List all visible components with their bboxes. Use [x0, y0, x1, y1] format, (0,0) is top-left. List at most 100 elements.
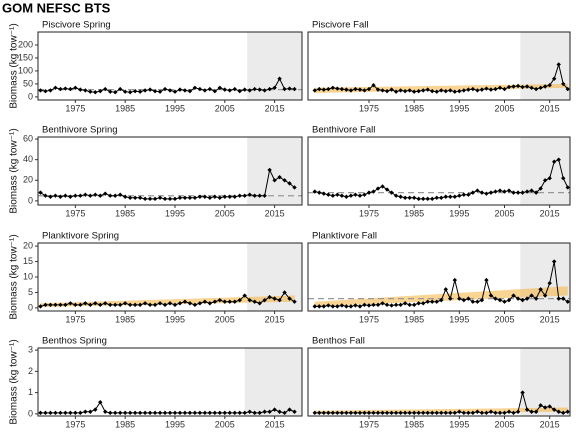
x-tick-label: 1995 [165, 314, 185, 324]
point [371, 302, 376, 308]
series-line [40, 401, 295, 414]
panel-title: Benthos Spring [42, 336, 107, 347]
point [466, 192, 471, 197]
point [362, 88, 367, 93]
point [533, 409, 539, 414]
point [434, 89, 439, 94]
highlight-region [244, 348, 302, 416]
point [98, 193, 103, 198]
x-tick-label: 2005 [494, 208, 514, 218]
point [272, 296, 277, 301]
point [172, 89, 178, 94]
point [411, 195, 417, 200]
point [232, 86, 237, 92]
point [282, 410, 287, 416]
point [157, 89, 163, 94]
point [162, 302, 168, 308]
point [488, 190, 494, 195]
point [430, 88, 435, 94]
point [108, 302, 113, 308]
x-tick-label: 2005 [215, 103, 235, 113]
point [103, 409, 108, 414]
point [375, 302, 381, 308]
y-tick-label: 40 [23, 154, 33, 164]
x-tick-label: 2005 [215, 208, 235, 218]
point [430, 410, 435, 416]
point [366, 190, 372, 195]
point [187, 410, 193, 416]
point [262, 297, 267, 303]
point [389, 87, 394, 92]
point [556, 409, 561, 414]
point [217, 85, 223, 91]
x-tick-label: 2015 [265, 103, 285, 113]
highlight-region [247, 137, 302, 205]
point [312, 88, 317, 93]
point [122, 301, 128, 306]
point [416, 88, 421, 94]
point [142, 301, 148, 306]
point [282, 86, 287, 92]
point [58, 302, 63, 308]
x-tick-label: 1975 [359, 419, 379, 429]
point [207, 195, 213, 200]
panel-border [37, 347, 303, 417]
point [416, 196, 421, 202]
x-tick-label: 1985 [404, 419, 424, 429]
point [212, 299, 218, 304]
point [177, 410, 183, 416]
point [247, 192, 252, 197]
point [398, 194, 403, 199]
point [511, 410, 516, 416]
x-tick-label: 1985 [404, 208, 424, 218]
point [479, 410, 485, 416]
point [515, 409, 521, 414]
y-tick-label: 0 [28, 195, 33, 205]
x-tick-label: 1995 [165, 208, 185, 218]
point [217, 297, 223, 303]
point [73, 193, 78, 198]
point [411, 89, 417, 94]
point [538, 85, 543, 91]
point [448, 88, 453, 93]
point [393, 193, 399, 198]
x-tick-label: 1975 [359, 103, 379, 113]
point [167, 196, 173, 202]
point [137, 302, 143, 308]
point [479, 297, 485, 303]
point [53, 410, 58, 416]
point [93, 407, 98, 412]
point [520, 390, 525, 395]
point [330, 193, 336, 198]
point [78, 87, 83, 92]
point [152, 302, 158, 308]
point [83, 409, 88, 414]
point [452, 410, 458, 416]
y-tick-label: 20 [23, 240, 33, 250]
point [551, 159, 557, 164]
point [117, 302, 123, 308]
y-tick-label: 20 [23, 175, 33, 185]
point [398, 88, 403, 93]
point [326, 410, 331, 416]
point [339, 410, 345, 416]
point [38, 410, 43, 416]
point [443, 88, 448, 94]
point [384, 302, 390, 308]
x-tick-label: 2005 [494, 103, 514, 113]
point [267, 86, 272, 92]
point [348, 410, 354, 416]
panel-title: Piscivore Spring [42, 20, 111, 31]
point [484, 191, 489, 196]
point [339, 193, 345, 198]
point [362, 302, 367, 308]
y-tick-label: 60 [23, 133, 33, 143]
point [375, 186, 381, 191]
panel-title: Benthos Fall [312, 336, 365, 347]
point [542, 178, 548, 183]
point [117, 410, 123, 416]
point [339, 86, 345, 92]
point [362, 192, 367, 197]
point [502, 299, 507, 304]
point [402, 301, 408, 306]
